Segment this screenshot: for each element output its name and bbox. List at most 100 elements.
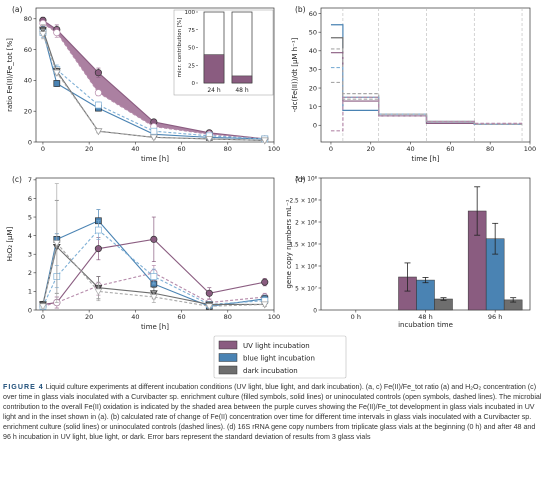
panel-a: 0 20 40 60 80 100 0 20 40 60 80 time [h] ratio Fe(II…: [6, 5, 280, 163]
inset-y-tick-label: 0: [192, 81, 196, 87]
inset-bar: [231, 75, 253, 84]
y-tick-label: 1.5 × 10⁸: [290, 241, 318, 248]
y-tick-label: 2.5 × 10⁸: [290, 197, 318, 204]
x-tick-label: 100: [524, 145, 536, 153]
data-point: [94, 288, 103, 296]
caption-text: Liquid culture experiments at different …: [3, 383, 542, 441]
figure-caption: FIGURE 4 Liquid culture experiments at d…: [3, 382, 545, 486]
data-point: [260, 137, 269, 145]
panel-label-d: (d): [295, 175, 306, 184]
x-tick-label: 20: [367, 145, 375, 153]
x-axis-label: time [h]: [141, 155, 169, 163]
y-tick-label: 50: [309, 28, 317, 36]
x-tick-label: 100: [268, 145, 280, 153]
panel-label-b: (b): [295, 5, 306, 14]
y-tick-label: 4: [28, 232, 32, 240]
inset-y-tick-label: 50: [188, 46, 195, 52]
data-point: [95, 101, 102, 109]
series-line-blue-solid: [42, 220, 265, 307]
legend-swatch-uv: [218, 340, 238, 350]
data-point: [149, 294, 158, 301]
x-tick-label: 48 h: [418, 313, 432, 321]
y-tick-label: 1 × 10⁸: [295, 263, 318, 270]
inset-y-tick-label: 25: [188, 63, 195, 69]
y-tick-label: 2 × 10⁸: [295, 219, 318, 226]
data-point: [150, 235, 158, 243]
plot-frame: [320, 7, 531, 143]
inset-x-tick-label: 24 h: [207, 87, 221, 94]
x-tick-label: 60: [446, 145, 454, 153]
data-point: [94, 128, 103, 136]
x-tick-label: 0: [41, 145, 45, 153]
series-line-dark-dashed: [42, 241, 265, 307]
y-tick-label: 60: [309, 10, 317, 18]
data-point: [149, 134, 158, 142]
plot-frame: [35, 177, 275, 311]
y-tick-label: 60: [24, 46, 32, 54]
y-tick-label: 40: [24, 77, 32, 85]
bar-blue: [416, 279, 435, 311]
y-tick-label: 0: [28, 138, 32, 146]
y-tick-label: 5 × 10⁷: [295, 285, 318, 292]
y-tick-label: 30: [309, 66, 317, 74]
panel-c: 0 20 40 60 80 100 0 1 2 3 4 5 6 7 time [h] H₂O₂ [μM] (c): [6, 175, 280, 331]
y-tick-label: 40: [309, 47, 317, 55]
y-tick-label: 3 × 10⁸: [295, 175, 318, 182]
y-axis-label: gene copy numbers mL⁻¹: [285, 199, 293, 288]
x-tick-label: 96 h: [488, 313, 502, 321]
x-axis-label: time [h]: [141, 323, 169, 331]
data-point: [53, 29, 61, 37]
data-point: [261, 278, 269, 286]
data-point: [94, 89, 102, 97]
data-point: [39, 31, 47, 39]
series-line-blue-solid: [42, 30, 265, 140]
inset-y-tick-label: 100: [185, 10, 196, 16]
x-tick-label: 20: [85, 145, 93, 153]
y-tick-label: 80: [24, 15, 32, 23]
series-line-uv-dashed: [42, 22, 265, 140]
inset-y-tick-label: 75: [188, 28, 195, 34]
data-point: [205, 136, 214, 143]
data-point: [53, 80, 61, 87]
data-point: [205, 303, 214, 311]
legend: UV light incubation blue light incubation…: [213, 335, 347, 379]
data-point: [150, 127, 158, 135]
panel-d: (d) 0 5 × 10⁷ 1 × 10⁸ 1.5 × 10⁸ 2 × 10⁸ 2.5 × …: [285, 175, 531, 329]
x-tick-label: 0 h: [351, 313, 361, 321]
series-line-blue-dashed: [42, 229, 265, 307]
x-tick-label: 100: [268, 313, 280, 321]
y-tick-label: 3: [28, 251, 32, 259]
legend-swatch-dark: [218, 365, 238, 375]
y-tick-label: 7: [28, 176, 32, 184]
panel-b: (b) 0 20 40 60 80 100 0 10 20 30 40 50 60 time [h] -dc(…: [291, 5, 536, 163]
y-tick-label: 5: [28, 213, 32, 221]
x-tick-label: 80: [486, 145, 494, 153]
inset-x-tick-label: 48 h: [235, 87, 249, 94]
plot-frame: [35, 7, 275, 143]
data-point: [260, 301, 269, 309]
data-point: [94, 69, 102, 77]
data-point: [52, 240, 61, 247]
x-axis-label: incubation time: [398, 321, 453, 329]
legend-label-dark: dark incubation: [243, 367, 298, 375]
y-tick-label: 10: [309, 103, 317, 111]
data-point: [94, 245, 102, 253]
rate-step-dark-dashed-light: [330, 81, 523, 125]
y-tick-label: 20: [309, 84, 317, 92]
x-tick-label: 0: [329, 145, 333, 153]
data-point: [205, 289, 213, 297]
data-point: [39, 303, 47, 311]
panel-label-a: (a): [12, 5, 23, 14]
inset-y-axis-label: micr. contribution [%]: [177, 18, 183, 78]
x-axis-label: time [h]: [412, 155, 440, 163]
panel-label-c: (c): [12, 175, 22, 184]
rate-step-uv-dashed: [330, 96, 523, 132]
data-point: [95, 226, 102, 234]
x-tick-label: 0: [41, 313, 45, 321]
caption-label: FIGURE 4: [3, 383, 44, 391]
series-line-dark-solid: [42, 245, 265, 305]
x-tick-label: 40: [406, 145, 414, 153]
y-tick-label: 0: [313, 122, 317, 130]
x-tick-label: 80: [224, 313, 232, 321]
